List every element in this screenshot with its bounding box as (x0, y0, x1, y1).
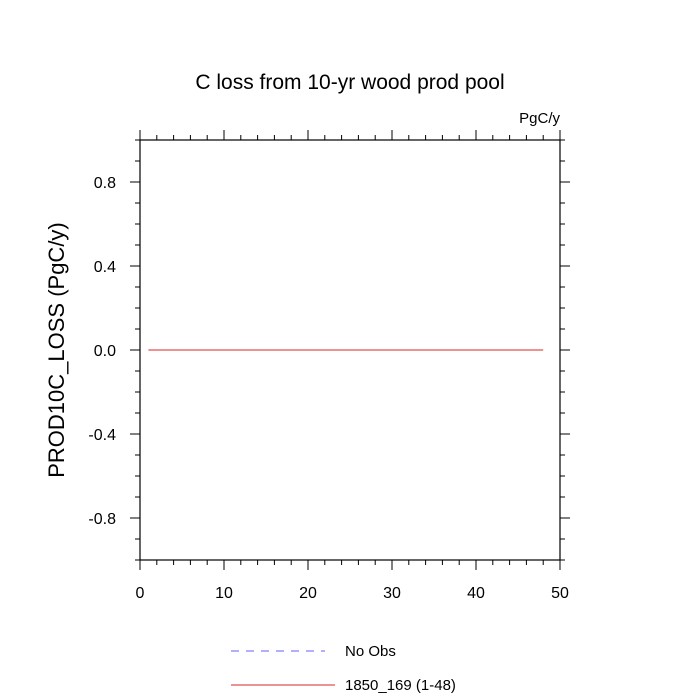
axis-tick-labels: 0 10 20 30 40 50 0.8 0.4 0.0 -0.4 -0.8 (88, 175, 569, 602)
chart-units-label: PgC/y (519, 110, 560, 127)
axis-ticks (130, 130, 570, 570)
legend-label: No Obs (345, 643, 396, 660)
x-tick-label: 30 (383, 585, 401, 602)
x-tick-label: 10 (215, 585, 233, 602)
y-tick-label: 0.0 (94, 343, 116, 360)
y-tick-label: 0.8 (94, 175, 116, 192)
y-axis-label: PROD10C_LOSS (PgC/y) (44, 222, 69, 478)
x-tick-label: 0 (136, 585, 145, 602)
y-tick-label: -0.4 (88, 427, 116, 444)
x-tick-label: 50 (551, 585, 569, 602)
legend-label: 1850_169 (1-48) (345, 677, 456, 694)
x-tick-label: 40 (467, 585, 485, 602)
y-tick-label: 0.4 (94, 259, 116, 276)
y-tick-label: -0.8 (88, 511, 116, 528)
legend: No Obs 1850_169 (1-48) (231, 643, 456, 694)
x-tick-label: 20 (299, 585, 317, 602)
chart-title: C loss from 10-yr wood prod pool (195, 71, 504, 94)
